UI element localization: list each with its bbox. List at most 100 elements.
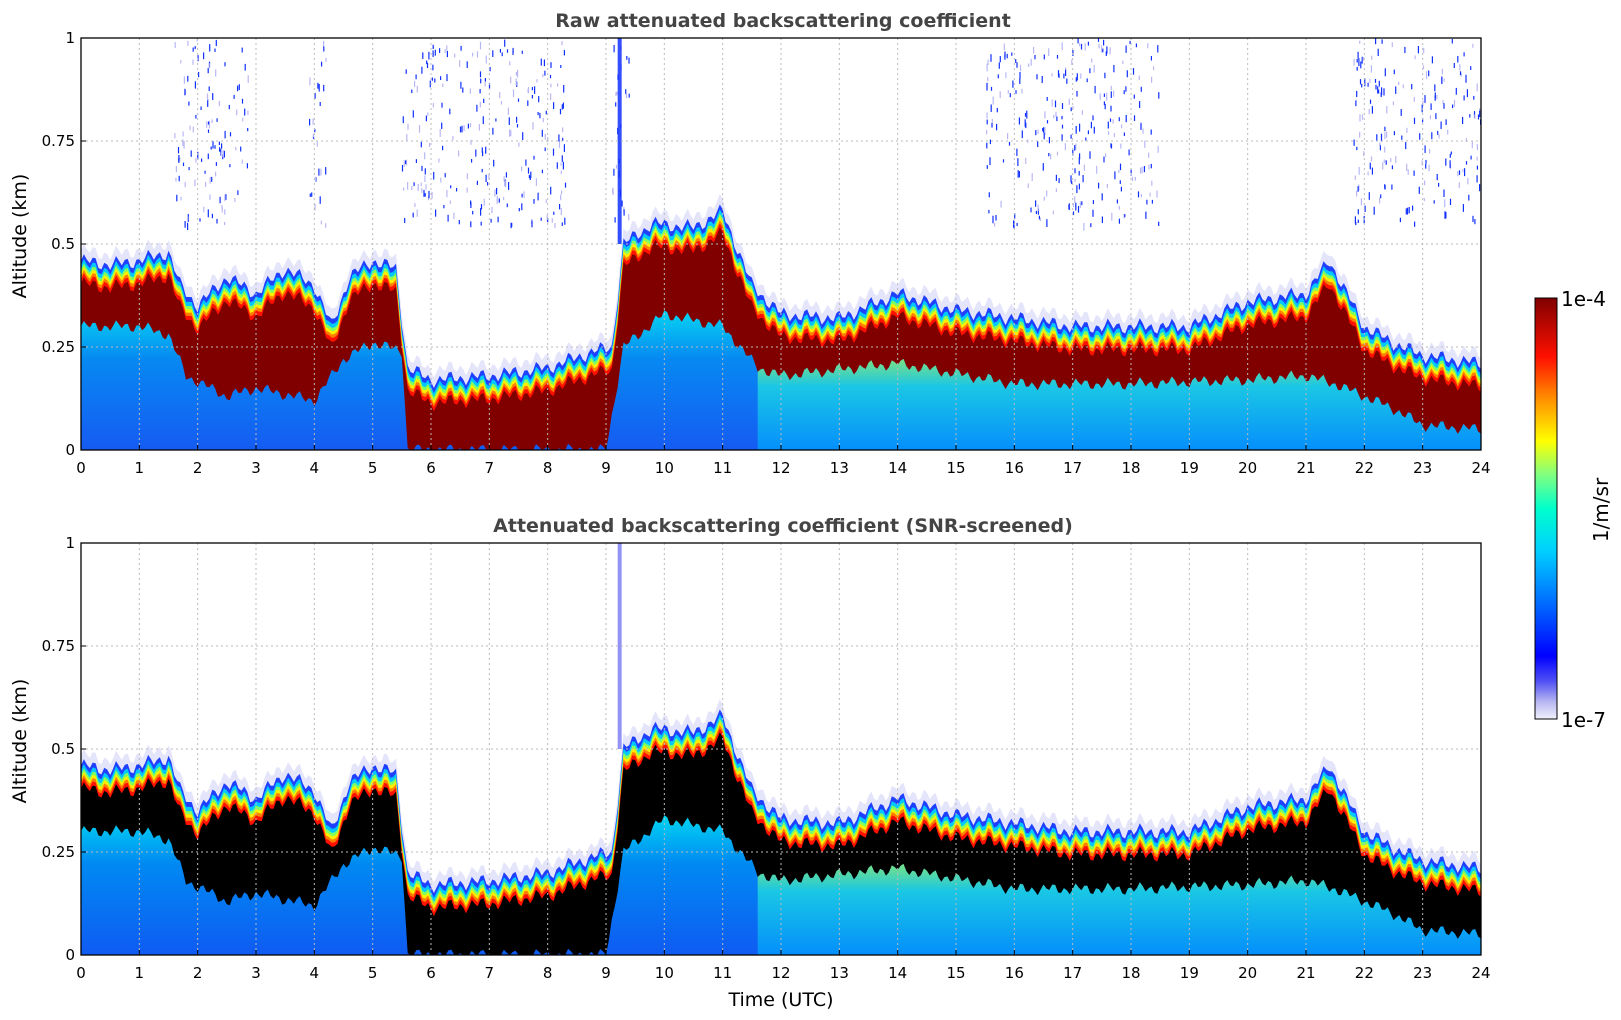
noise-speck [1474, 114, 1476, 120]
noise-speck [187, 75, 189, 82]
noise-speck [515, 72, 517, 76]
noise-speck [623, 209, 625, 216]
noise-speck [1405, 208, 1407, 215]
noise-speck [615, 92, 617, 97]
noise-speck [1465, 137, 1467, 142]
noise-speck [986, 142, 988, 149]
noise-speck [1054, 100, 1057, 108]
noise-speck [435, 209, 437, 217]
noise-speck [215, 69, 217, 77]
noise-speck [1425, 163, 1427, 169]
noise-speck [198, 71, 200, 78]
noise-speck [1428, 70, 1430, 77]
x-tick-label: 1 [135, 964, 145, 982]
noise-speck [431, 77, 433, 81]
noise-speck [421, 165, 423, 171]
noise-speck [1093, 65, 1095, 73]
noise-speck [188, 167, 190, 171]
noise-speck [247, 75, 249, 83]
noise-speck [1449, 153, 1451, 158]
noise-speck [1068, 204, 1070, 210]
noise-speck [1126, 70, 1128, 78]
noise-speck [560, 170, 562, 175]
noise-speck [628, 93, 630, 98]
noise-speck [407, 182, 409, 190]
noise-speck [480, 221, 482, 226]
noise-speck [187, 216, 189, 220]
noise-speck [1078, 183, 1080, 190]
noise-speck [178, 175, 180, 182]
noise-speck [1048, 137, 1050, 144]
noise-speck [184, 181, 186, 188]
noise-speck [182, 139, 184, 147]
noise-speck [1442, 100, 1444, 104]
noise-speck [449, 200, 451, 205]
x-tick-label: 15 [946, 459, 965, 477]
x-tick-label: 22 [1355, 459, 1374, 477]
noise-speck [214, 48, 216, 52]
noise-speck [515, 78, 517, 86]
noise-speck [1359, 114, 1361, 122]
noise-speck [1072, 211, 1075, 216]
noise-speck [625, 91, 628, 99]
noise-speck [1414, 55, 1416, 60]
noise-speck [1358, 166, 1360, 175]
noise-speck [441, 102, 443, 108]
noise-speck [1425, 71, 1428, 79]
noise-speck [314, 176, 316, 182]
noise-speck [218, 100, 220, 107]
noise-speck [547, 217, 549, 223]
noise-speck [1076, 73, 1078, 81]
noise-speck [1005, 72, 1007, 79]
x-tick-label: 11 [713, 964, 732, 982]
noise-speck [1476, 156, 1478, 161]
noise-speck [1037, 208, 1039, 215]
noise-speck [411, 186, 413, 190]
noise-speck [1411, 84, 1413, 90]
x-tick-label: 21 [1296, 964, 1315, 982]
noise-speck [176, 194, 178, 202]
noise-speck [1150, 163, 1152, 169]
noise-speck [1356, 146, 1358, 151]
noise-speck [1364, 205, 1366, 212]
noise-speck [1129, 40, 1131, 45]
noise-speck [999, 91, 1001, 99]
noise-speck [1385, 160, 1387, 165]
noise-speck [479, 101, 481, 108]
noise-speck [1434, 92, 1436, 99]
noise-speck [1026, 110, 1028, 119]
noise-speck [1376, 134, 1378, 142]
noise-speck [207, 121, 210, 125]
noise-speck [1092, 115, 1094, 121]
x-tick-label: 10 [655, 459, 674, 477]
noise-speck [508, 117, 510, 125]
noise-speck [323, 40, 325, 48]
noise-speck [1075, 126, 1077, 134]
noise-speck [229, 164, 231, 168]
noise-speck [552, 148, 555, 156]
noise-speck [538, 96, 540, 103]
x-tick-label: 5 [368, 964, 378, 982]
noise-speck [1462, 168, 1464, 173]
x-tick-label: 12 [771, 964, 790, 982]
noise-speck [416, 85, 418, 93]
x-tick-label: 10 [655, 964, 674, 982]
noise-speck [441, 122, 443, 129]
noise-speck [466, 187, 468, 193]
noise-speck [1424, 180, 1426, 186]
noise-speck [1051, 99, 1053, 107]
noise-speck [312, 118, 314, 125]
x-tick-label: 22 [1355, 964, 1374, 982]
x-tick-label: 23 [1413, 964, 1432, 982]
noise-speck [405, 69, 407, 74]
noise-speck [986, 82, 988, 91]
noise-speck [992, 96, 994, 105]
noise-speck [994, 222, 996, 227]
noise-speck [1356, 190, 1358, 197]
noise-speck [522, 132, 524, 140]
noise-speck [613, 45, 615, 53]
noise-speck [991, 122, 993, 128]
noise-speck [1094, 85, 1096, 94]
noise-speck [1046, 219, 1048, 228]
x-axis-ticks: 0 1 2 3 4 5 6 7 8 9 10 11 12 13 14 15 16 17 18 19 20 21 22 23 24 [76, 950, 1491, 982]
